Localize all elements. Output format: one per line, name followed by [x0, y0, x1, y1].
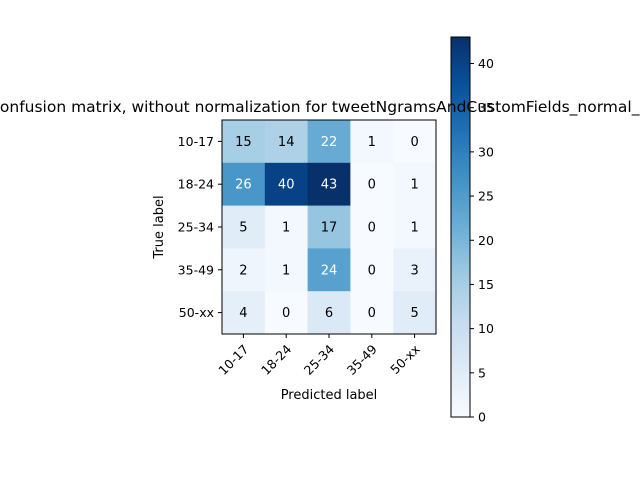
x-axis-label: Predicted label	[281, 388, 378, 403]
colorbar-tick-label: 35	[478, 100, 494, 115]
cell-value-label: 1	[282, 221, 290, 236]
y-axis-label: True label	[152, 195, 167, 259]
heatmap-cells: 15 14 22 1 026 40 43 0 15 1 17 0 12 1 24 0 34 0 6 0 5	[222, 120, 437, 335]
heatmap-cell	[393, 120, 437, 164]
heatmap-cell	[393, 162, 437, 207]
heatmap-cell	[350, 248, 394, 292]
y-tick-label: 10-17	[178, 134, 214, 149]
cell-value-label: 6	[325, 306, 333, 321]
colorbar-tick-label: 30	[478, 144, 494, 159]
cell-value-label: 4	[239, 306, 247, 321]
cell-value-label: 5	[410, 306, 418, 321]
heatmap-cell	[264, 120, 309, 164]
heatmap-cell	[264, 162, 309, 207]
cell-value-label: 24	[321, 263, 338, 278]
cell-value-label: 2	[239, 263, 247, 278]
cell-value-label: 40	[278, 178, 295, 193]
heatmap-cell	[307, 120, 351, 164]
heatmap-cell	[350, 120, 394, 164]
cell-value-label: 0	[368, 221, 376, 236]
heatmap-cell	[350, 205, 394, 249]
cell-value-label: 0	[368, 306, 376, 321]
heatmap-cell	[307, 248, 351, 292]
y-tick-label: 18-24	[178, 177, 214, 192]
cell-value-label: 26	[235, 178, 252, 193]
cell-value-label: 17	[321, 221, 338, 236]
colorbar-tick-label: 10	[478, 321, 494, 336]
cell-value-label: 3	[410, 263, 418, 278]
colorbar	[450, 36, 471, 418]
y-tick-label: 50-xx	[179, 305, 214, 320]
colorbar-tick-label: 25	[478, 189, 494, 204]
heatmap-cell	[307, 162, 351, 207]
colorbar-tick-label: 15	[478, 277, 494, 292]
heatmap-cell	[350, 291, 394, 335]
heatmap-cell	[393, 248, 437, 292]
heatmap-cell	[307, 291, 351, 335]
cell-value-label: 0	[368, 178, 376, 193]
heatmap-cell	[393, 291, 437, 335]
y-axis-ticks: 10-17 18-24 25-34 35-49 50-xx	[178, 134, 222, 320]
cell-value-label: 14	[278, 135, 295, 150]
y-tick-label: 25-34	[178, 220, 214, 235]
heatmap-cell	[264, 205, 309, 249]
heatmap-cell	[264, 248, 309, 292]
heatmap-cell	[222, 162, 266, 207]
heatmap-cell	[222, 248, 266, 292]
chart-title: Confusion matrix, without normalization …	[0, 98, 640, 117]
heatmap-cell	[307, 205, 351, 249]
cell-value-label: 0	[282, 306, 290, 321]
colorbar-tick-label: 20	[478, 233, 494, 248]
cell-value-label: 1	[282, 263, 290, 278]
cell-value-label: 22	[321, 135, 338, 150]
heatmap-cell	[264, 291, 309, 335]
cell-value-label: 5	[239, 221, 247, 236]
cell-value-label: 0	[410, 135, 418, 150]
cell-value-label: 1	[368, 135, 376, 150]
heatmap-cell	[222, 205, 266, 249]
heatmap-cell	[222, 120, 266, 164]
colorbar-tick-label: 5	[478, 365, 486, 380]
cell-value-label: 1	[410, 221, 418, 236]
colorbar-ticks: 0 5 10 15 20 25 30 35 40	[470, 56, 494, 425]
colorbar-tick-label: 40	[478, 56, 494, 71]
heatmap-cell	[350, 162, 394, 207]
cell-value-label: 0	[368, 263, 376, 278]
cell-value-label: 43	[321, 178, 338, 193]
cell-value-label: 1	[410, 178, 418, 193]
colorbar-tick-label: 0	[478, 410, 486, 425]
y-tick-label: 35-49	[178, 262, 214, 277]
heatmap-cell	[222, 291, 266, 335]
cell-value-label: 15	[235, 135, 252, 150]
heatmap-cell	[393, 205, 437, 249]
